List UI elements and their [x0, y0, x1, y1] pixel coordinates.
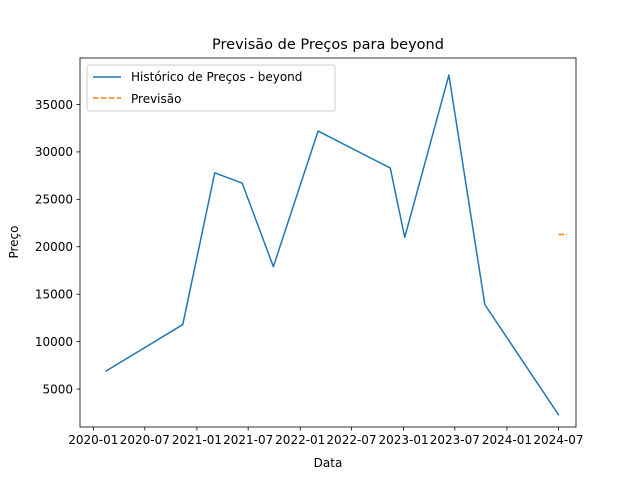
series-layer [105, 74, 568, 416]
data-point [242, 183, 243, 184]
y-axis-label: Preço [7, 225, 21, 258]
x-tick-label: 2021-07 [223, 433, 273, 447]
data-point [182, 324, 183, 325]
data-point [567, 234, 568, 235]
x-tick-label: 2023-07 [430, 433, 480, 447]
chart-title: Previsão de Preços para beyond [212, 37, 444, 53]
data-point [558, 234, 559, 235]
data-point [214, 172, 215, 173]
legend-label-previsao: Previsão [131, 92, 181, 106]
data-point [317, 130, 318, 131]
y-tick-label: 10000 [35, 335, 73, 349]
x-tick-label: 2023-01 [379, 433, 429, 447]
legend: Histórico de Preços - beyond Previsão [86, 64, 336, 112]
y-tick-label: 15000 [35, 287, 73, 301]
x-axis-label: Data [314, 456, 343, 470]
data-point [273, 266, 274, 267]
y-tick-label: 5000 [42, 382, 73, 396]
x-tick-label: 2022-01 [275, 433, 325, 447]
data-point [404, 237, 405, 238]
legend-frame [86, 64, 336, 112]
x-tick-label: 2020-01 [68, 433, 118, 447]
x-tick-label: 2021-01 [172, 433, 222, 447]
x-tick-label: 2024-01 [482, 433, 532, 447]
y-tick-label: 35000 [35, 98, 73, 112]
data-point [484, 304, 485, 305]
plot-area [80, 58, 576, 427]
data-point [448, 74, 449, 75]
x-tick-label: 2022-07 [326, 433, 376, 447]
legend-label-historico: Histórico de Preços - beyond [131, 70, 302, 84]
axes: 2020-01 2020-07 2021-01 2021-07 2022-01 2022-… [35, 98, 584, 447]
y-tick-label: 25000 [35, 193, 73, 207]
series-line-0 [105, 74, 560, 416]
data-point [558, 414, 559, 415]
data-point [390, 167, 391, 168]
x-tick-label: 2024-07 [533, 433, 583, 447]
data-point [105, 370, 106, 371]
x-tick-label: 2020-07 [120, 433, 170, 447]
plot-frame [79, 57, 577, 428]
y-tick-label: 20000 [35, 240, 73, 254]
y-tick-label: 30000 [35, 145, 73, 159]
